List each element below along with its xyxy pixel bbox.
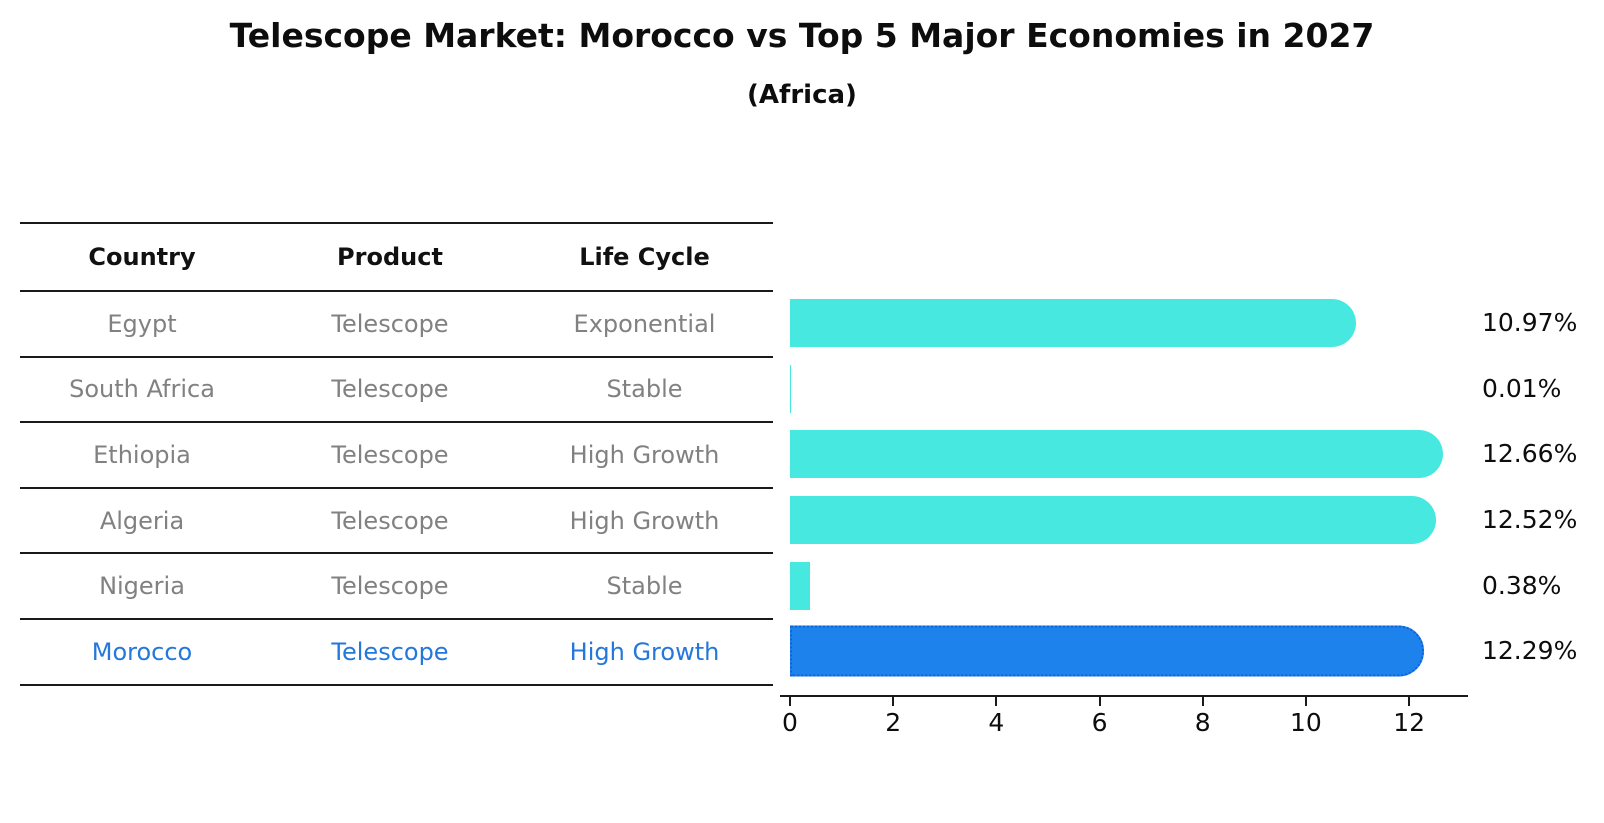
x-tick-label: 8 [1194, 708, 1211, 737]
table-row-ethiopia: Ethiopia Telescope High Growth [20, 423, 773, 489]
x-tick-mark [789, 697, 791, 706]
value-label-algeria: 12.52% [1482, 504, 1578, 534]
cell-country: Morocco [91, 637, 193, 666]
value-label-nigeria: 0.38% [1482, 570, 1562, 600]
value-label-south-africa: 0.01% [1482, 373, 1562, 403]
x-tick-mark [1408, 697, 1411, 706]
cell-country: South Africa [69, 375, 215, 404]
x-axis-ticks: 0 2 4 6 8 10 12 [782, 695, 1504, 750]
value-label-ethiopia: 12.66% [1482, 439, 1578, 469]
x-tick-label: 6 [1091, 708, 1108, 737]
cell-product: Telescope [331, 375, 449, 404]
cell-product: Telescope [331, 506, 449, 535]
x-tick-mark [995, 697, 998, 706]
bar-plot: 10.97% 0.01% 12.66% 12.52% 0.38% 12.29% [790, 290, 1604, 684]
cell-country: Nigeria [99, 572, 185, 601]
x-tick-label: 0 [782, 708, 798, 737]
cell-life-cycle: Stable [606, 375, 683, 404]
bar-ethiopia [790, 430, 1444, 479]
chart-title: Telescope Market: Morocco vs Top 5 Major… [229, 16, 1375, 55]
value-label-egypt: 10.97% [1482, 307, 1578, 337]
cell-life-cycle: High Growth [569, 440, 720, 469]
value-label-morocco: 12.29% [1482, 636, 1578, 666]
table-header-row: Country Product Life Cycle [20, 224, 773, 292]
column-header-product: Product [337, 243, 443, 271]
bar-south-africa [790, 364, 791, 413]
chart-subtitle: (Africa) [747, 80, 857, 110]
bar-nigeria [790, 561, 810, 610]
bar-morocco-highlighted [790, 625, 1425, 677]
table-row-egypt: Egypt Telescope Exponential [20, 292, 773, 358]
table-row-nigeria: Nigeria Telescope Stable [20, 554, 773, 620]
cell-product: Telescope [331, 309, 449, 338]
x-tick-mark [892, 697, 895, 706]
column-header-country: Country [88, 243, 196, 271]
column-header-life-cycle: Life Cycle [579, 243, 710, 271]
cell-product: Telescope [331, 637, 449, 666]
x-tick-mark [1304, 697, 1307, 706]
x-tick-mark [1098, 697, 1101, 706]
x-tick-label: 10 [1290, 708, 1322, 737]
country-table: Country Product Life Cycle Egypt Telesco… [20, 222, 773, 686]
bar-algeria [790, 495, 1436, 544]
cell-life-cycle: High Growth [569, 506, 720, 535]
cell-life-cycle: Exponential [573, 309, 716, 338]
cell-country: Algeria [99, 506, 185, 535]
x-tick-label: 12 [1393, 708, 1426, 737]
table-row-morocco-highlighted: Morocco Telescope High Growth [20, 620, 773, 686]
x-tick-label: 4 [988, 708, 1005, 737]
cell-product: Telescope [331, 440, 449, 469]
x-axis-line [780, 695, 1468, 697]
table-row-south-africa: South Africa Telescope Stable [20, 358, 773, 424]
table-row-algeria: Algeria Telescope High Growth [20, 489, 773, 555]
bar-egypt [790, 298, 1356, 347]
cell-life-cycle: Stable [606, 572, 683, 601]
x-tick-label: 2 [885, 708, 902, 737]
cell-product: Telescope [331, 572, 449, 601]
x-tick-mark [1201, 697, 1204, 706]
cell-life-cycle: High Growth [569, 637, 720, 666]
cell-country: Ethiopia [93, 440, 191, 469]
cell-country: Egypt [107, 309, 177, 338]
